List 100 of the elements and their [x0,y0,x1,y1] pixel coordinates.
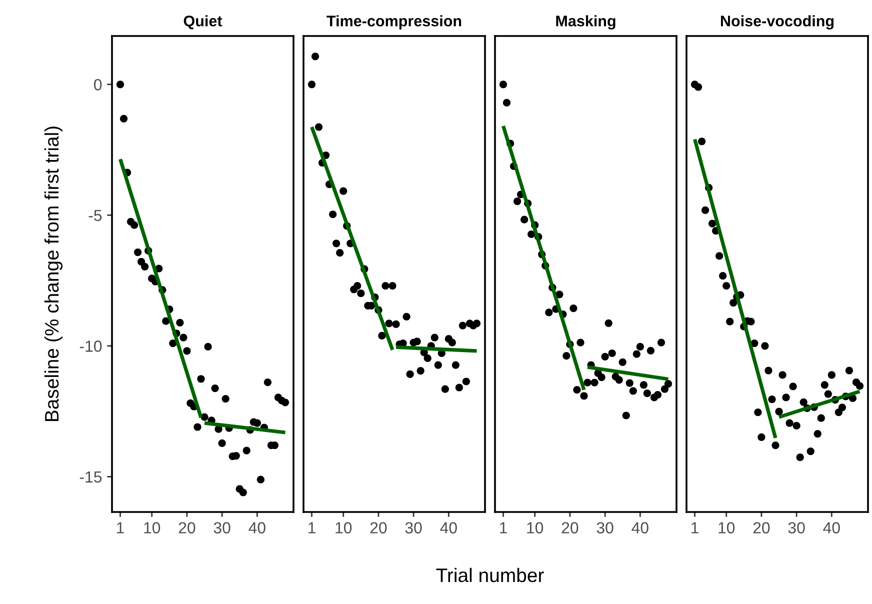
point [636,342,644,351]
point [211,384,219,392]
point [708,220,716,228]
point [441,385,449,393]
x-tick-label: 30 [214,522,230,534]
point [528,230,536,238]
point [222,394,230,403]
point [430,334,438,342]
point [354,282,362,290]
point [218,439,226,448]
chart-title: Quiet [184,15,222,30]
point [388,282,396,290]
point [434,361,442,369]
point [311,52,320,60]
x-tick-label: 40 [440,522,457,534]
point [134,248,142,256]
point [169,340,177,348]
point [576,338,584,346]
point [314,123,323,131]
point [800,398,808,406]
point [643,389,651,398]
point [130,221,138,229]
point [424,354,432,362]
point [796,454,804,462]
point [378,332,386,340]
point [340,187,348,195]
point [413,338,421,346]
point [814,430,822,438]
point [622,412,630,420]
point [332,240,340,248]
point [162,317,170,325]
chart-title: Time-compression [326,15,462,30]
point [646,346,654,354]
point [183,347,191,355]
point [239,488,247,496]
point [761,342,769,350]
point [730,298,738,307]
point [416,366,424,375]
y-tick-label: -15 [80,471,102,483]
point [782,394,790,402]
point [499,80,508,88]
point [336,249,344,257]
point [608,349,616,358]
point [281,398,290,406]
point [598,374,606,382]
point [615,376,623,384]
x-tick-label: 10 [336,522,352,534]
point [654,391,662,399]
point [204,342,212,351]
x-tick-label: 10 [527,522,544,534]
x-tick-label: 10 [718,522,735,534]
chart-title: Noise-vocoding [720,15,834,30]
point [141,262,149,270]
point [329,210,337,218]
point [626,379,634,387]
point [584,378,592,386]
point [601,352,609,360]
point [120,114,128,122]
point [455,384,463,392]
point [562,352,570,360]
point [775,408,783,416]
point [716,252,724,260]
point [828,371,836,379]
point [778,371,786,379]
x-tick-label: 10 [144,522,160,534]
point [640,381,648,389]
point [694,83,702,91]
point [382,282,390,290]
point [824,390,832,398]
point [264,378,272,386]
x-tick-label: 20 [178,522,196,534]
point [758,433,766,442]
x-tick-label: 30 [788,522,805,534]
point [792,422,800,430]
point [180,334,188,342]
x-tick-label: 1 [500,522,507,534]
point [845,366,854,374]
point [502,98,511,106]
point [513,197,522,206]
x-tick-label: 1 [692,522,698,534]
point [768,395,776,404]
point [604,319,612,327]
point [820,381,828,389]
point [726,318,734,326]
point [402,312,410,320]
point [856,382,864,390]
point [472,320,481,328]
point [786,419,794,427]
x-tick-label: 20 [370,522,387,534]
point [194,423,202,431]
point [657,338,666,346]
point [573,386,581,394]
x-tick-label: 40 [823,522,840,534]
chart-title: Masking [556,15,616,30]
point [722,282,730,290]
point [545,308,553,316]
point [462,378,470,386]
point [570,304,578,312]
point [116,80,124,88]
point [385,320,393,328]
